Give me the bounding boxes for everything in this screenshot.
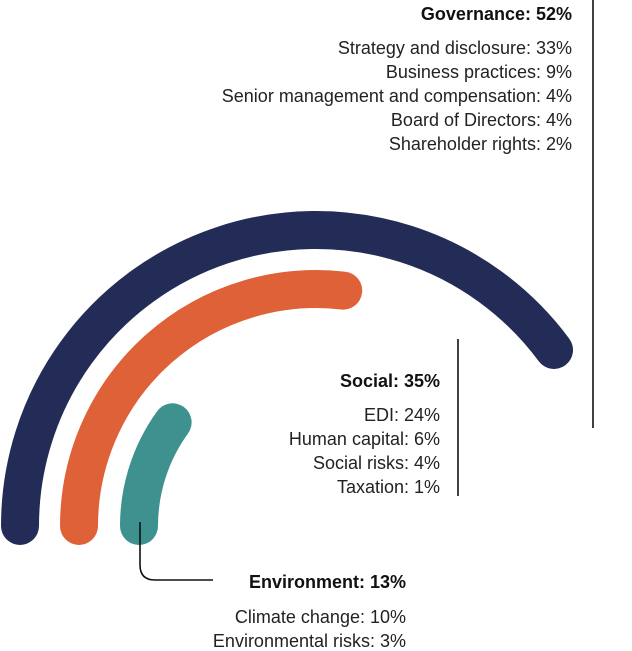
social-item-0: EDI: 24% bbox=[364, 405, 440, 425]
environment-arc bbox=[120, 403, 192, 545]
environment-item-1: Environmental risks: 3% bbox=[213, 631, 406, 651]
social-item-1: Human capital: 6% bbox=[289, 429, 440, 449]
governance-title: Governance: 52% bbox=[421, 4, 572, 24]
arc-layer bbox=[1, 211, 573, 545]
governance-item-0: Strategy and disclosure: 33% bbox=[338, 38, 572, 58]
governance-arc bbox=[1, 211, 573, 545]
governance-item-2: Senior management and compensation: 4% bbox=[222, 86, 572, 106]
environment-title: Environment: 13% bbox=[249, 572, 406, 592]
governance-item-3: Board of Directors: 4% bbox=[391, 110, 572, 130]
social-item-2: Social risks: 4% bbox=[313, 453, 440, 473]
social-item-3: Taxation: 1% bbox=[337, 477, 440, 497]
environment-leader-line bbox=[139, 522, 213, 581]
social-arc bbox=[60, 270, 363, 545]
governance-item-1: Business practices: 9% bbox=[386, 62, 572, 82]
environment-label-block: Environment: 13% Climate change: 10% Env… bbox=[213, 572, 406, 651]
environment-item-0: Climate change: 10% bbox=[235, 607, 406, 627]
leader-line-layer bbox=[139, 0, 594, 581]
governance-label-block: Governance: 52% Strategy and disclosure:… bbox=[222, 4, 572, 154]
governance-item-4: Shareholder rights: 2% bbox=[389, 134, 572, 154]
social-title: Social: 35% bbox=[340, 371, 440, 391]
social-label-block: Social: 35% EDI: 24% Human capital: 6% S… bbox=[289, 371, 440, 497]
